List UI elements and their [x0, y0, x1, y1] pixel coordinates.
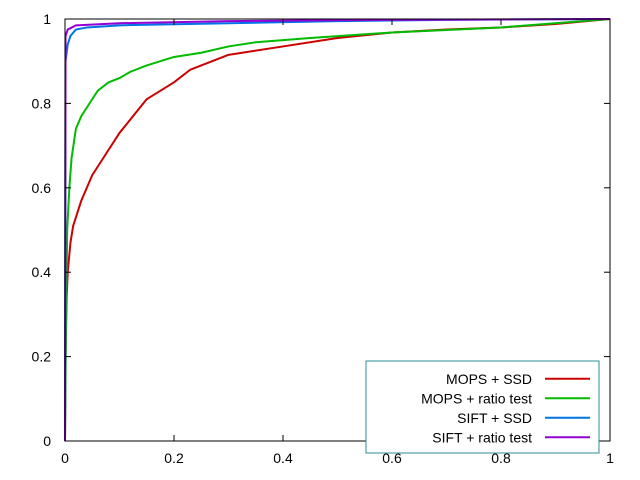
legend-label: SIFT + ratio test [432, 429, 532, 445]
series-layer [64, 18, 611, 442]
x-tick-label: 0.4 [273, 450, 293, 466]
legend-label: SIFT + SSD [457, 410, 532, 426]
x-tick-label: 0.6 [382, 450, 402, 466]
legend-label: MOPS + SSD [446, 371, 532, 387]
series-line-4 [64, 18, 611, 442]
y-tick-label: 0.4 [32, 264, 52, 280]
x-tick-label: 0.2 [164, 450, 184, 466]
axes-layer: 0 0.2 0.4 0.6 0.8 1 0 0.2 0.4 0.6 0.8 1 [32, 11, 615, 466]
legend: MOPS + SSD MOPS + ratio test SIFT + SSD SIF… [365, 360, 600, 454]
y-tick-label: 1 [43, 11, 51, 27]
plot-frame [64, 18, 611, 442]
y-tick-label: 0.2 [32, 349, 52, 365]
y-tick-label: 0.6 [32, 180, 52, 196]
series-line-2 [64, 18, 611, 442]
x-tick-label: 1 [606, 450, 614, 466]
legend-label: MOPS + ratio test [421, 390, 532, 406]
x-tick-label: 0 [61, 450, 69, 466]
x-tick-label: 0.8 [491, 450, 511, 466]
y-tick-label: 0.8 [32, 95, 52, 111]
y-tick-label: 0 [43, 433, 51, 449]
